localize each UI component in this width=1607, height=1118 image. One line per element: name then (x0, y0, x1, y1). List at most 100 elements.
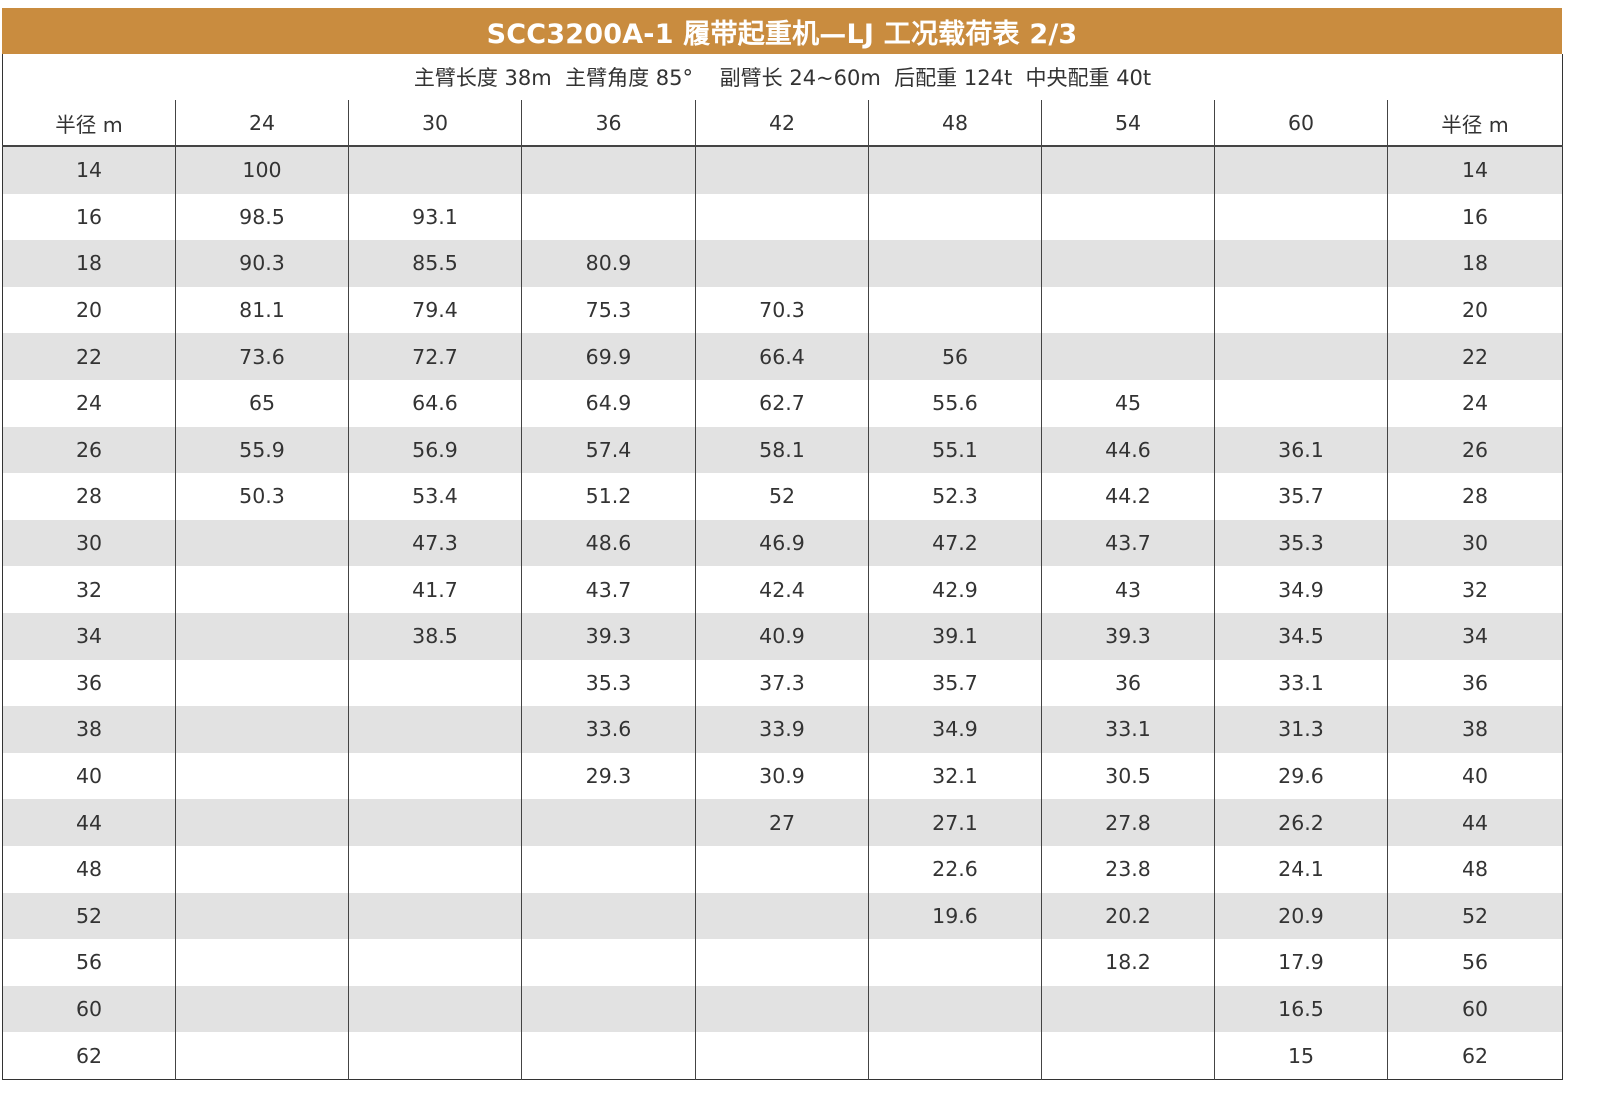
load-value-cell: 56.9 (348, 426, 522, 474)
jib-length-header: 54 (1041, 100, 1215, 147)
load-value-cell (175, 612, 349, 660)
table-row: 32 41.7 43.7 42.4 42.9 43 34.9 32 (2, 566, 1563, 613)
load-value-cell (521, 892, 696, 940)
load-value-cell: 64.9 (521, 379, 696, 427)
load-value-cell: 81.1 (175, 286, 349, 334)
load-value-cell: 32.1 (868, 752, 1042, 800)
load-value-cell (695, 939, 869, 986)
radius-cell-right: 24 (1386, 379, 1563, 427)
load-value-cell (695, 845, 869, 893)
jib-length-header: 24 (175, 100, 349, 147)
load-value-cell: 22.6 (868, 845, 1042, 893)
radius-cell: 36 (2, 659, 176, 707)
radius-cell: 18 (2, 240, 176, 287)
load-value-cell: 51.2 (521, 473, 696, 520)
table-row: 44 27 27.1 27.8 26.2 44 (2, 799, 1563, 846)
load-value-cell: 75.3 (521, 286, 696, 334)
load-value-cell (175, 1032, 349, 1080)
table-row: 20 81.1 79.4 75.3 70.3 20 (2, 286, 1563, 334)
table-subtitle: 主臂长度 38m 主臂角度 85° 副臂长 24~60m 后配重 124t 中央… (413, 66, 1152, 90)
load-value-cell (175, 939, 349, 986)
load-value-cell (1214, 379, 1388, 427)
radius-cell: 56 (2, 939, 176, 986)
load-value-cell: 30.5 (1041, 752, 1215, 800)
load-value-cell: 27.1 (868, 799, 1042, 846)
load-value-cell (1041, 985, 1215, 1033)
table-row: 26 55.9 56.9 57.4 58.1 55.1 44.6 36.1 26 (2, 426, 1563, 474)
load-value-cell: 27 (695, 799, 869, 846)
radius-cell-right: 16 (1386, 193, 1563, 241)
load-value-cell: 62.7 (695, 379, 869, 427)
jib-length-header: 30 (348, 100, 522, 147)
load-value-cell: 69.9 (521, 333, 696, 380)
load-value-cell: 55.9 (175, 426, 349, 474)
radius-cell-right: 34 (1386, 612, 1563, 660)
load-value-cell: 38.5 (348, 612, 522, 660)
table-row: 22 73.6 72.7 69.9 66.4 56 22 (2, 333, 1563, 380)
radius-cell-right: 14 (1386, 146, 1563, 194)
load-value-cell: 36 (1041, 659, 1215, 707)
radius-cell-right: 62 (1386, 1032, 1563, 1080)
load-value-cell: 90.3 (175, 240, 349, 287)
radius-cell: 40 (2, 752, 176, 800)
load-value-cell (521, 193, 696, 241)
radius-cell-right: 44 (1386, 799, 1563, 846)
load-value-cell: 35.3 (1214, 519, 1388, 567)
table-row: 24 65 64.6 64.9 62.7 55.6 45 24 (2, 379, 1563, 427)
load-value-cell: 24.1 (1214, 845, 1388, 893)
radius-cell-right: 36 (1386, 659, 1563, 707)
radius-cell-right: 48 (1386, 845, 1563, 893)
radius-cell: 62 (2, 1032, 176, 1080)
load-value-cell: 47.2 (868, 519, 1042, 567)
load-value-cell: 34.9 (1214, 566, 1388, 613)
load-value-cell: 35.3 (521, 659, 696, 707)
table-row: 18 90.3 85.5 80.9 18 (2, 240, 1563, 287)
load-value-cell: 39.1 (868, 612, 1042, 660)
load-value-cell (175, 659, 349, 707)
load-value-cell: 19.6 (868, 892, 1042, 940)
load-value-cell (348, 146, 522, 194)
load-value-cell: 46.9 (695, 519, 869, 567)
load-value-cell (868, 985, 1042, 1033)
load-value-cell (348, 1032, 522, 1080)
load-value-cell (868, 286, 1042, 334)
load-value-cell: 58.1 (695, 426, 869, 474)
load-value-cell (348, 892, 522, 940)
load-value-cell: 42.4 (695, 566, 869, 613)
load-value-cell (695, 240, 869, 287)
load-value-cell: 53.4 (348, 473, 522, 520)
load-value-cell (868, 240, 1042, 287)
load-value-cell (695, 892, 869, 940)
load-chart-sheet: SCC3200A-1 履带起重机—LJ 工况载荷表 2/3 主臂长度 38m 主… (2, 8, 1564, 1080)
jib-length-header: 60 (1214, 100, 1388, 147)
load-value-cell: 36.1 (1214, 426, 1388, 474)
load-value-cell (175, 985, 349, 1033)
load-value-cell (521, 146, 696, 194)
jib-length-header: 42 (695, 100, 869, 147)
load-value-cell: 34.5 (1214, 612, 1388, 660)
load-value-cell: 37.3 (695, 659, 869, 707)
load-value-cell: 20.2 (1041, 892, 1215, 940)
load-value-cell (1041, 1032, 1215, 1080)
load-value-cell: 33.1 (1041, 706, 1215, 753)
load-value-cell (348, 752, 522, 800)
load-value-cell (175, 845, 349, 893)
load-value-cell: 29.3 (521, 752, 696, 800)
load-value-cell (1214, 286, 1388, 334)
load-value-cell: 34.9 (868, 706, 1042, 753)
load-value-cell: 50.3 (175, 473, 349, 520)
load-value-cell: 18.2 (1041, 939, 1215, 986)
load-value-cell: 79.4 (348, 286, 522, 334)
radius-header-left: 半径 m (2, 100, 176, 147)
load-value-cell: 33.6 (521, 706, 696, 753)
radius-header-right: 半径 m (1386, 100, 1563, 147)
load-value-cell (521, 1032, 696, 1080)
load-value-cell: 98.5 (175, 193, 349, 241)
radius-cell: 30 (2, 519, 176, 567)
load-value-cell: 41.7 (348, 566, 522, 613)
load-value-cell (695, 1032, 869, 1080)
load-value-cell: 64.6 (348, 379, 522, 427)
radius-cell-right: 52 (1386, 892, 1563, 940)
load-value-cell (1041, 333, 1215, 380)
load-value-cell (1041, 286, 1215, 334)
